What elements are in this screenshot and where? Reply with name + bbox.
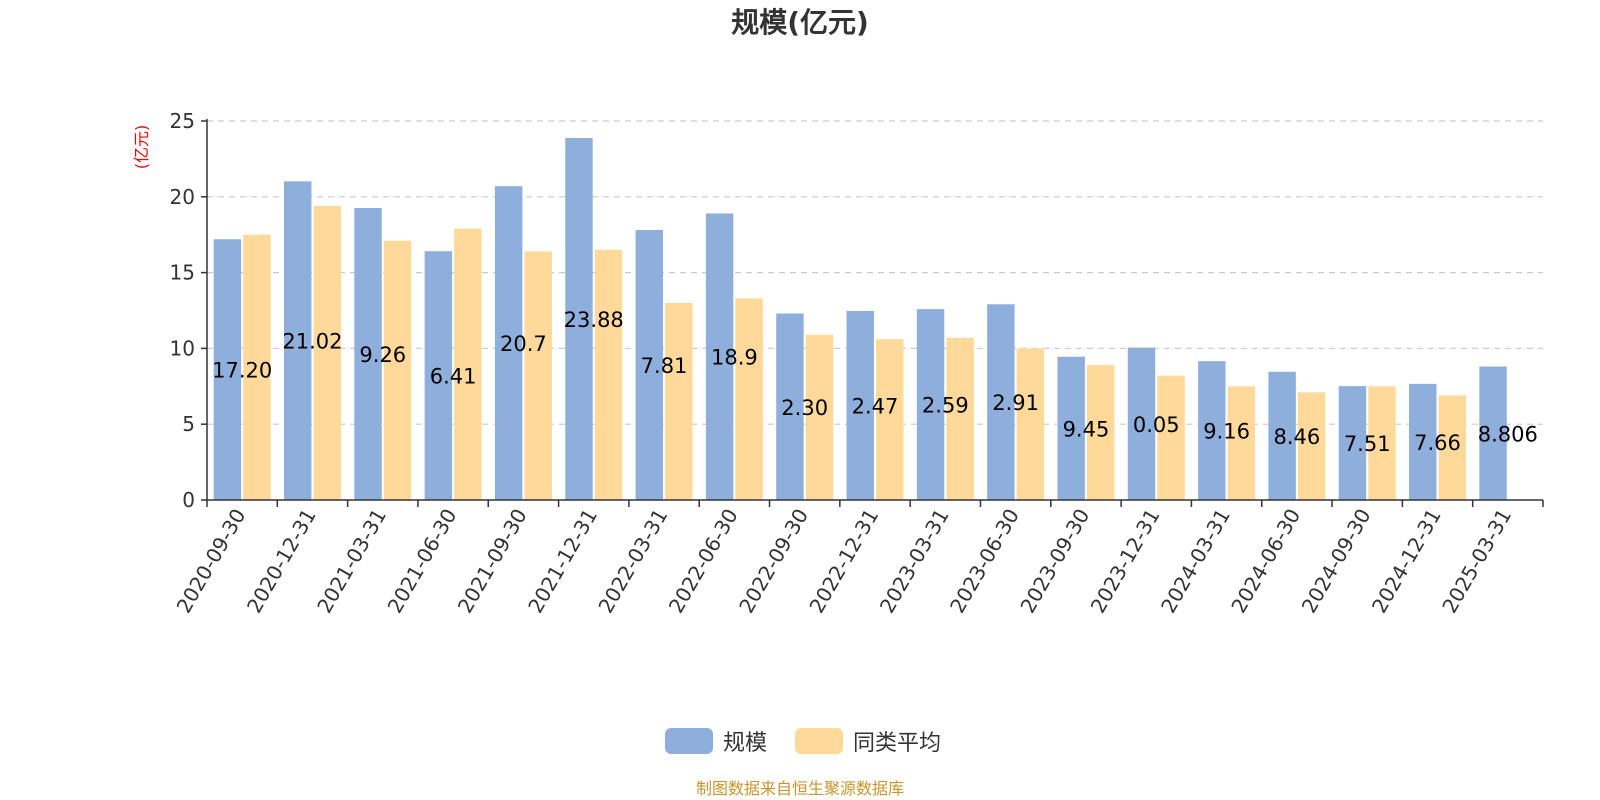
x-tick-label: 2020-09-30	[172, 505, 251, 618]
bar-scale[interactable]	[846, 310, 874, 500]
y-tick-label: 0	[182, 488, 195, 512]
data-label: 7.66	[1414, 431, 1461, 455]
bar-scale[interactable]	[705, 213, 734, 500]
data-label: 7.51	[1344, 432, 1391, 456]
bar-scale[interactable]	[1409, 383, 1437, 500]
x-tick-label: 2023-09-30	[1015, 505, 1094, 618]
x-tick-label: 2023-06-30	[945, 505, 1024, 618]
data-label: 0.05	[1133, 413, 1180, 437]
bar-category-average[interactable]	[1157, 375, 1185, 500]
x-tick-label: 2023-03-31	[875, 505, 954, 618]
bar-scale[interactable]	[213, 239, 242, 501]
bar-scale[interactable]	[424, 251, 453, 500]
x-tick-label: 2022-03-31	[593, 505, 672, 618]
bar-category-average[interactable]	[1368, 386, 1396, 500]
x-tick-label: 2021-12-31	[523, 505, 602, 618]
bar-category-average[interactable]	[454, 228, 482, 501]
bar-category-average[interactable]	[1227, 386, 1256, 500]
x-tick-label: 2024-09-30	[1297, 505, 1376, 618]
bar-category-average[interactable]	[876, 339, 904, 500]
legend-swatch[interactable]	[795, 728, 843, 754]
data-label: 23.88	[564, 308, 624, 332]
x-tick-label: 2023-12-31	[1086, 505, 1165, 618]
y-tick-label: 25	[170, 109, 195, 133]
bar-scale[interactable]	[635, 230, 663, 500]
x-tick-label: 2021-09-30	[453, 505, 532, 618]
x-tick-label: 2022-09-30	[734, 505, 813, 618]
x-tick-label: 2024-12-31	[1367, 505, 1446, 618]
data-labels: 17.20 21.02 9.26 6.41 20.7 23.88 7.81 18.9 2.30 2…	[212, 308, 1538, 456]
bar-scale[interactable]	[1268, 371, 1296, 500]
bar-category-average[interactable]	[524, 251, 552, 500]
y-tick-label: 5	[182, 412, 195, 436]
bar-category-average[interactable]	[243, 234, 271, 500]
bar-category-average[interactable]	[1297, 392, 1326, 500]
y-axis-unit-label: (亿元)	[132, 125, 151, 170]
y-tick-label: 15	[170, 261, 195, 285]
bar-category-average[interactable]	[594, 249, 623, 500]
chart-title: 规模(亿元)	[731, 6, 869, 39]
y-tick-label: 20	[170, 185, 195, 209]
bar-scale[interactable]	[916, 309, 945, 500]
bar-scale[interactable]	[1479, 366, 1507, 500]
x-tick-label: 2020-12-31	[242, 505, 321, 618]
data-label: 9.16	[1203, 420, 1250, 444]
x-tick-label: 2022-12-31	[804, 505, 883, 618]
data-label: 17.20	[212, 359, 272, 383]
data-label: 9.45	[1063, 417, 1110, 441]
bar-scale[interactable]	[283, 181, 312, 501]
legend-label[interactable]: 同类平均	[853, 731, 941, 756]
source-note: 制图数据来自恒生聚源数据库	[696, 779, 904, 798]
data-label: 2.59	[922, 394, 969, 418]
y-tick-label: 10	[170, 336, 195, 360]
data-label: 2.91	[992, 391, 1039, 415]
data-label: 8.806	[1478, 422, 1538, 446]
data-label: 18.9	[711, 346, 758, 370]
x-tick-label: 2025-03-31	[1437, 505, 1516, 618]
bar-scale[interactable]	[354, 208, 382, 500]
bar-category-average[interactable]	[946, 337, 974, 500]
bar-scale[interactable]	[987, 304, 1015, 500]
data-label: 20.7	[500, 332, 547, 356]
bar-category-average[interactable]	[665, 302, 693, 500]
x-tick-label: 2024-06-30	[1226, 505, 1305, 618]
legend-swatch[interactable]	[665, 728, 713, 754]
bar-scale[interactable]	[1198, 361, 1226, 500]
data-label: 7.81	[641, 354, 688, 378]
data-label: 2.47	[852, 394, 899, 418]
bar-category-average[interactable]	[1016, 348, 1045, 500]
bar-scale[interactable]	[1127, 347, 1156, 500]
x-tick-label: 2022-06-30	[664, 505, 743, 618]
data-label: 2.30	[781, 396, 828, 420]
data-label: 8.46	[1274, 425, 1321, 449]
data-label: 21.02	[282, 330, 342, 354]
bar-scale[interactable]	[494, 186, 523, 501]
legend[interactable]: 规模 同类平均	[665, 728, 941, 756]
data-label: 6.41	[430, 365, 477, 389]
bar-scale[interactable]	[776, 313, 804, 500]
bar-scale[interactable]	[1057, 356, 1085, 500]
bar-category-average[interactable]	[1087, 365, 1115, 500]
bar-category-average[interactable]	[383, 240, 412, 501]
bars	[213, 137, 1507, 501]
x-tick-label: 2021-03-31	[312, 505, 391, 618]
bar-category-average[interactable]	[313, 205, 341, 500]
bar-category-average[interactable]	[805, 334, 834, 500]
data-label: 9.26	[359, 343, 406, 367]
bar-scale[interactable]	[1338, 386, 1367, 500]
x-tick-label: 2024-03-31	[1156, 505, 1235, 618]
bar-category-average[interactable]	[735, 298, 763, 500]
bar-scale[interactable]	[565, 137, 593, 501]
x-tick-label: 2021-06-30	[383, 505, 462, 618]
legend-label[interactable]: 规模	[723, 731, 767, 756]
bar-category-average[interactable]	[1438, 395, 1467, 500]
